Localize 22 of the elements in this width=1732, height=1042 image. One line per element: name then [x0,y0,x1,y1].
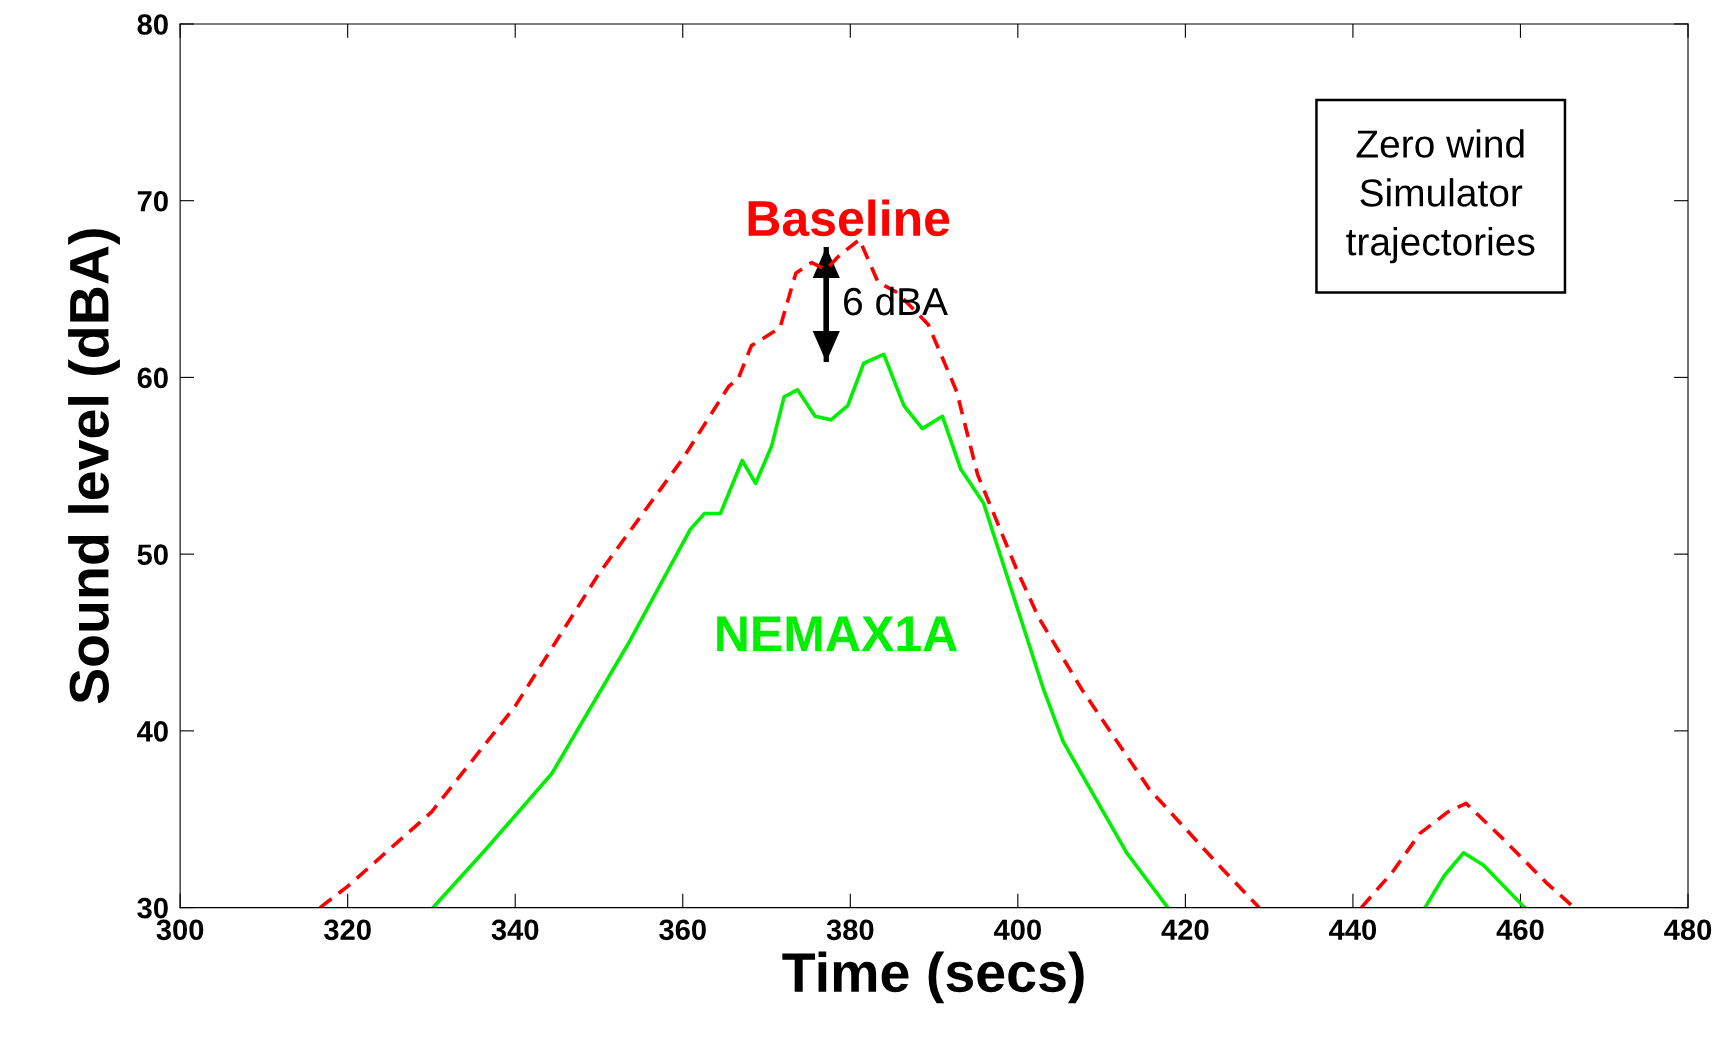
x-tick-label: 420 [1161,919,1209,941]
x-tick-label: 380 [826,919,874,941]
y-tick-label: 60 [137,367,168,389]
y-tick-label: 40 [137,721,168,742]
x-tick-label: 340 [491,919,539,941]
y-axis-title: Sound level (dBA) [68,229,120,704]
x-tick-label: 300 [156,919,204,941]
x-axis-title: Time (secs) [782,951,1084,1004]
annotation: Zero wind Simulator trajectories [1346,129,1535,264]
x-tick-label: 400 [993,919,1041,941]
y-tick-label: 50 [137,544,168,565]
annotation: 6 dBA [844,286,948,316]
x-tick-label: 480 [1664,919,1712,941]
series-label: NEMAX1A [717,616,957,652]
series-label: Baseline [748,199,950,237]
x-tick-label: 320 [324,919,371,941]
x-tick-label: 360 [659,919,706,941]
x-tick-label: 440 [1329,919,1377,941]
x-tick-label: 460 [1496,919,1544,941]
y-tick-label: 30 [137,897,168,919]
y-tick-label: 70 [137,190,168,212]
y-tick-label: 80 [137,14,168,35]
